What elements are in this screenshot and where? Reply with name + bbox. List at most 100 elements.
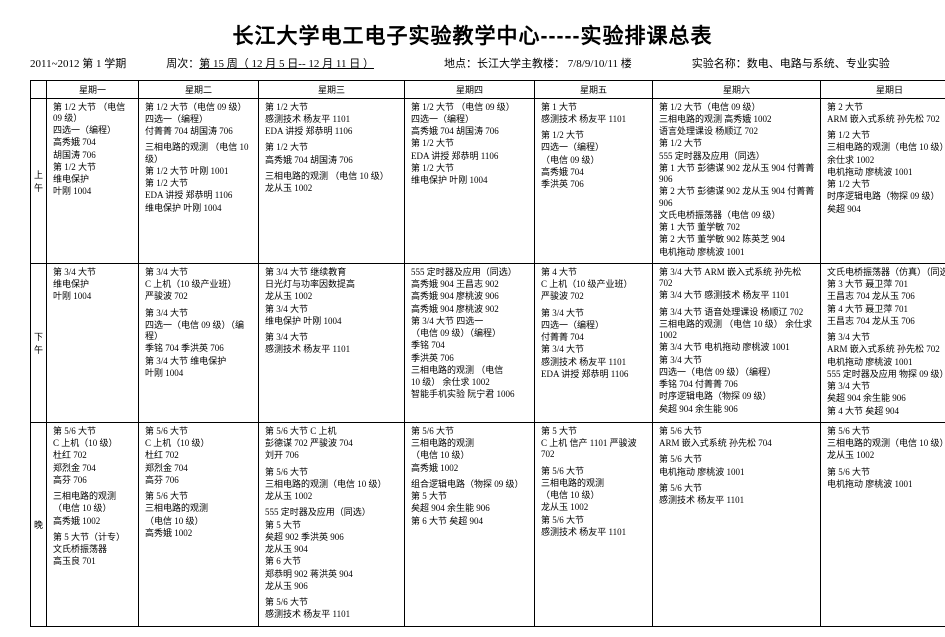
- schedule-line: 季铭 704: [411, 340, 530, 351]
- schedule-line: （电信 10 级）: [145, 516, 254, 527]
- week-label: 周次：: [166, 56, 199, 74]
- schedule-cell: 第 5 大节C 上机 信产 1101 严骏波 702第 5/6 大节三相电路的观…: [535, 422, 653, 626]
- schedule-line: 第 5/6 大节: [265, 467, 400, 478]
- schedule-line: （电信 10 级）: [541, 490, 648, 501]
- schedule-line: 第 1/2 大节: [265, 102, 400, 113]
- schedule-line: 杜红 702: [145, 450, 254, 461]
- schedule-line: （电信 09 级）（编程）: [411, 328, 530, 339]
- schedule-line: 叶刚 1004: [53, 291, 134, 302]
- schedule-line: 第 1 大节: [541, 102, 648, 113]
- schedule-cell: 第 1/2 大节 （电信 09 级）四选一（编程）高秀娥 704 胡国涛 706…: [405, 98, 535, 263]
- schedule-line: 龙从玉 1002: [265, 291, 400, 302]
- schedule-line: EDA 讲授 郑恭明 1106: [265, 126, 400, 137]
- schedule-line: 杜红 702: [53, 450, 134, 461]
- schedule-cell: 第 2 大节ARM 嵌入式系统 孙先松 702第 1/2 大节三相电路的观测（电…: [821, 98, 945, 263]
- schedule-line: 第 3/4 大节 电机拖动 廖桃波 1001: [659, 342, 816, 353]
- schedule-line: 三相电路的观测: [145, 503, 254, 514]
- schedule-line: 10 级） 余仕求 1002: [411, 377, 530, 388]
- schedule-line: 郑烈金 704: [145, 463, 254, 474]
- schedule-row: 下午第 3/4 大节维电保护叶刚 1004第 3/4 大节C 上机（10 级产业…: [31, 263, 945, 422]
- schedule-line: 第 5/6 大节: [53, 426, 134, 437]
- schedule-line: 四选一（编程）: [53, 125, 134, 136]
- schedule-line: 第 3/4 大节: [827, 381, 945, 392]
- schedule-line: 龙从玉 1002: [827, 450, 945, 461]
- schedule-line: 胡国涛 706: [53, 150, 134, 161]
- section-label: 晚: [31, 422, 47, 626]
- schedule-line: 第 5 大节: [411, 491, 530, 502]
- schedule-cell: 第 5/6 大节ARM 嵌入式系统 孙先松 704第 5/6 大节电机拖动 廖桃…: [653, 422, 821, 626]
- schedule-line: 第 1/2 大节 叶刚 1001: [145, 166, 254, 177]
- schedule-line: 555 定时器及应用 物探 09 级）: [827, 369, 945, 380]
- schedule-line: EDA 讲授 郑恭明 1106: [411, 151, 530, 162]
- schedule-line: 文氏桥振荡器: [53, 544, 134, 555]
- schedule-line: 高秀娥 904 廖桃波 906: [411, 291, 530, 302]
- schedule-line: 四选一（编程）: [541, 320, 648, 331]
- schedule-line: 高秀娥 704: [53, 137, 134, 148]
- schedule-line: 高芬 706: [53, 475, 134, 486]
- schedule-line: 第 3/4 大节 ARM 嵌入式系统 孙先松 702: [659, 267, 816, 290]
- schedule-line: 日光灯与功率因数提高: [265, 279, 400, 290]
- schedule-line: 三相电路的观测（电信 10 级）: [265, 479, 400, 490]
- schedule-line: 第 3/4 大节 四选一: [411, 316, 530, 327]
- schedule-line: 第 3/4 大节 语音处理课设 杨顺辽 702: [659, 307, 816, 318]
- schedule-line: 第 5/6 大节: [145, 491, 254, 502]
- subtitle-row: 2011~2012 第 1 学期 周次： 第 15 周（ 12 月 5 日-- …: [30, 56, 915, 74]
- schedule-line: 电机拖动 廖桃波 1001: [827, 479, 945, 490]
- schedule-line: 三相电路的观测 （电信 10 级）: [265, 171, 400, 182]
- schedule-line: 三相电路的观测: [53, 491, 134, 502]
- schedule-line: 高玉良 701: [53, 556, 134, 567]
- schedule-line: （电信 10 级）: [53, 503, 134, 514]
- schedule-line: 第 3/4 大节 感测技术 杨友平 1101: [659, 290, 816, 301]
- schedule-line: 季洪英 706: [541, 179, 648, 190]
- schedule-line: 语言处理课设 杨顺辽 702: [659, 126, 816, 137]
- schedule-line: 三相电路的观测（电信 10 级）: [827, 142, 945, 153]
- schedule-line: 第 3/4 大节: [265, 304, 400, 315]
- schedule-line: 第 3/4 大节: [541, 344, 648, 355]
- schedule-line: 高芬 706: [145, 475, 254, 486]
- schedule-line: 余仕求 1002: [827, 155, 945, 166]
- schedule-cell: 第 5/6 大节 C 上机彭德谋 702 严骏波 704刘开 706第 5/6 …: [259, 422, 405, 626]
- day-header: 星期五: [535, 80, 653, 98]
- schedule-line: 智能手机实验 阮宁君 1006: [411, 389, 530, 400]
- schedule-line: 第 1/2 大节: [265, 142, 400, 153]
- schedule-line: 三相电路的观测 （电信 10 级） 余仕求 1002: [659, 319, 816, 342]
- schedule-line: 付菁菁 704 胡国涛 706: [145, 126, 254, 137]
- schedule-cell: 第 3/4 大节维电保护叶刚 1004: [47, 263, 139, 422]
- section-label: 上午: [31, 98, 47, 263]
- schedule-line: 付菁菁 704: [541, 332, 648, 343]
- schedule-line: 时序逻辑电路（物探 09 级）: [827, 191, 945, 202]
- schedule-line: EDA 讲授 郑恭明 1106: [145, 190, 254, 201]
- schedule-line: 叶刚 1004: [53, 186, 134, 197]
- schedule-line: 第 5/6 大节: [659, 483, 816, 494]
- schedule-line: 四选一（电信 09 级）（编程）: [659, 367, 816, 378]
- schedule-line: 电机拖动 廖桃波 1001: [659, 247, 816, 258]
- schedule-line: 四选一（电信 09 级）（编程）: [145, 320, 254, 343]
- schedule-line: 第 1 大节 彭德谋 902 龙从玉 904 付菁菁 906: [659, 163, 816, 186]
- schedule-line: 季洪英 706: [411, 353, 530, 364]
- day-header: 星期一: [47, 80, 139, 98]
- schedule-line: 龙从玉 904: [265, 544, 400, 555]
- schedule-line: 第 5/6 大节: [659, 426, 816, 437]
- schedule-line: 感测技术 杨友平 1101: [541, 357, 648, 368]
- schedule-line: 高秀娥 704: [541, 167, 648, 178]
- schedule-cell: 第 1/2 大节 （电信09 级）四选一（编程）高秀娥 704胡国涛 706第 …: [47, 98, 139, 263]
- exp-label: 实验名称：: [692, 56, 747, 74]
- schedule-cell: 第 3/4 大节 ARM 嵌入式系统 孙先松 702第 3/4 大节 感测技术 …: [653, 263, 821, 422]
- schedule-line: 组合逻辑电路（物探 09 级）: [411, 479, 530, 490]
- day-header: 星期四: [405, 80, 535, 98]
- schedule-line: 感测技术 杨友平 1101: [541, 527, 648, 538]
- schedule-line: 第 3/4 大节: [145, 267, 254, 278]
- schedule-line: C 上机（10 级产业班）: [541, 279, 648, 290]
- schedule-line: 第 5/6 大节: [411, 426, 530, 437]
- schedule-line: 第 3/4 大节: [265, 332, 400, 343]
- schedule-line: 第 1/2 大节（电信 09 级）: [659, 102, 816, 113]
- schedule-line: 矣超 904: [827, 204, 945, 215]
- schedule-line: C 上机（10 级）: [53, 438, 134, 449]
- schedule-line: 高秀娥 904 王昌志 902: [411, 279, 530, 290]
- schedule-line: 高秀娥 704 胡国涛 706: [265, 155, 400, 166]
- schedule-cell: 第 5/6 大节三相电路的观测（电信 10 级）龙从玉 1002第 5/6 大节…: [821, 422, 945, 626]
- schedule-line: 感测技术 杨友平 1101: [659, 495, 816, 506]
- page-title: 长江大学电工电子实验教学中心-----实验排课总表: [30, 20, 915, 50]
- schedule-line: 郑烈金 704: [53, 463, 134, 474]
- schedule-line: 维电保护 叶刚 1004: [145, 203, 254, 214]
